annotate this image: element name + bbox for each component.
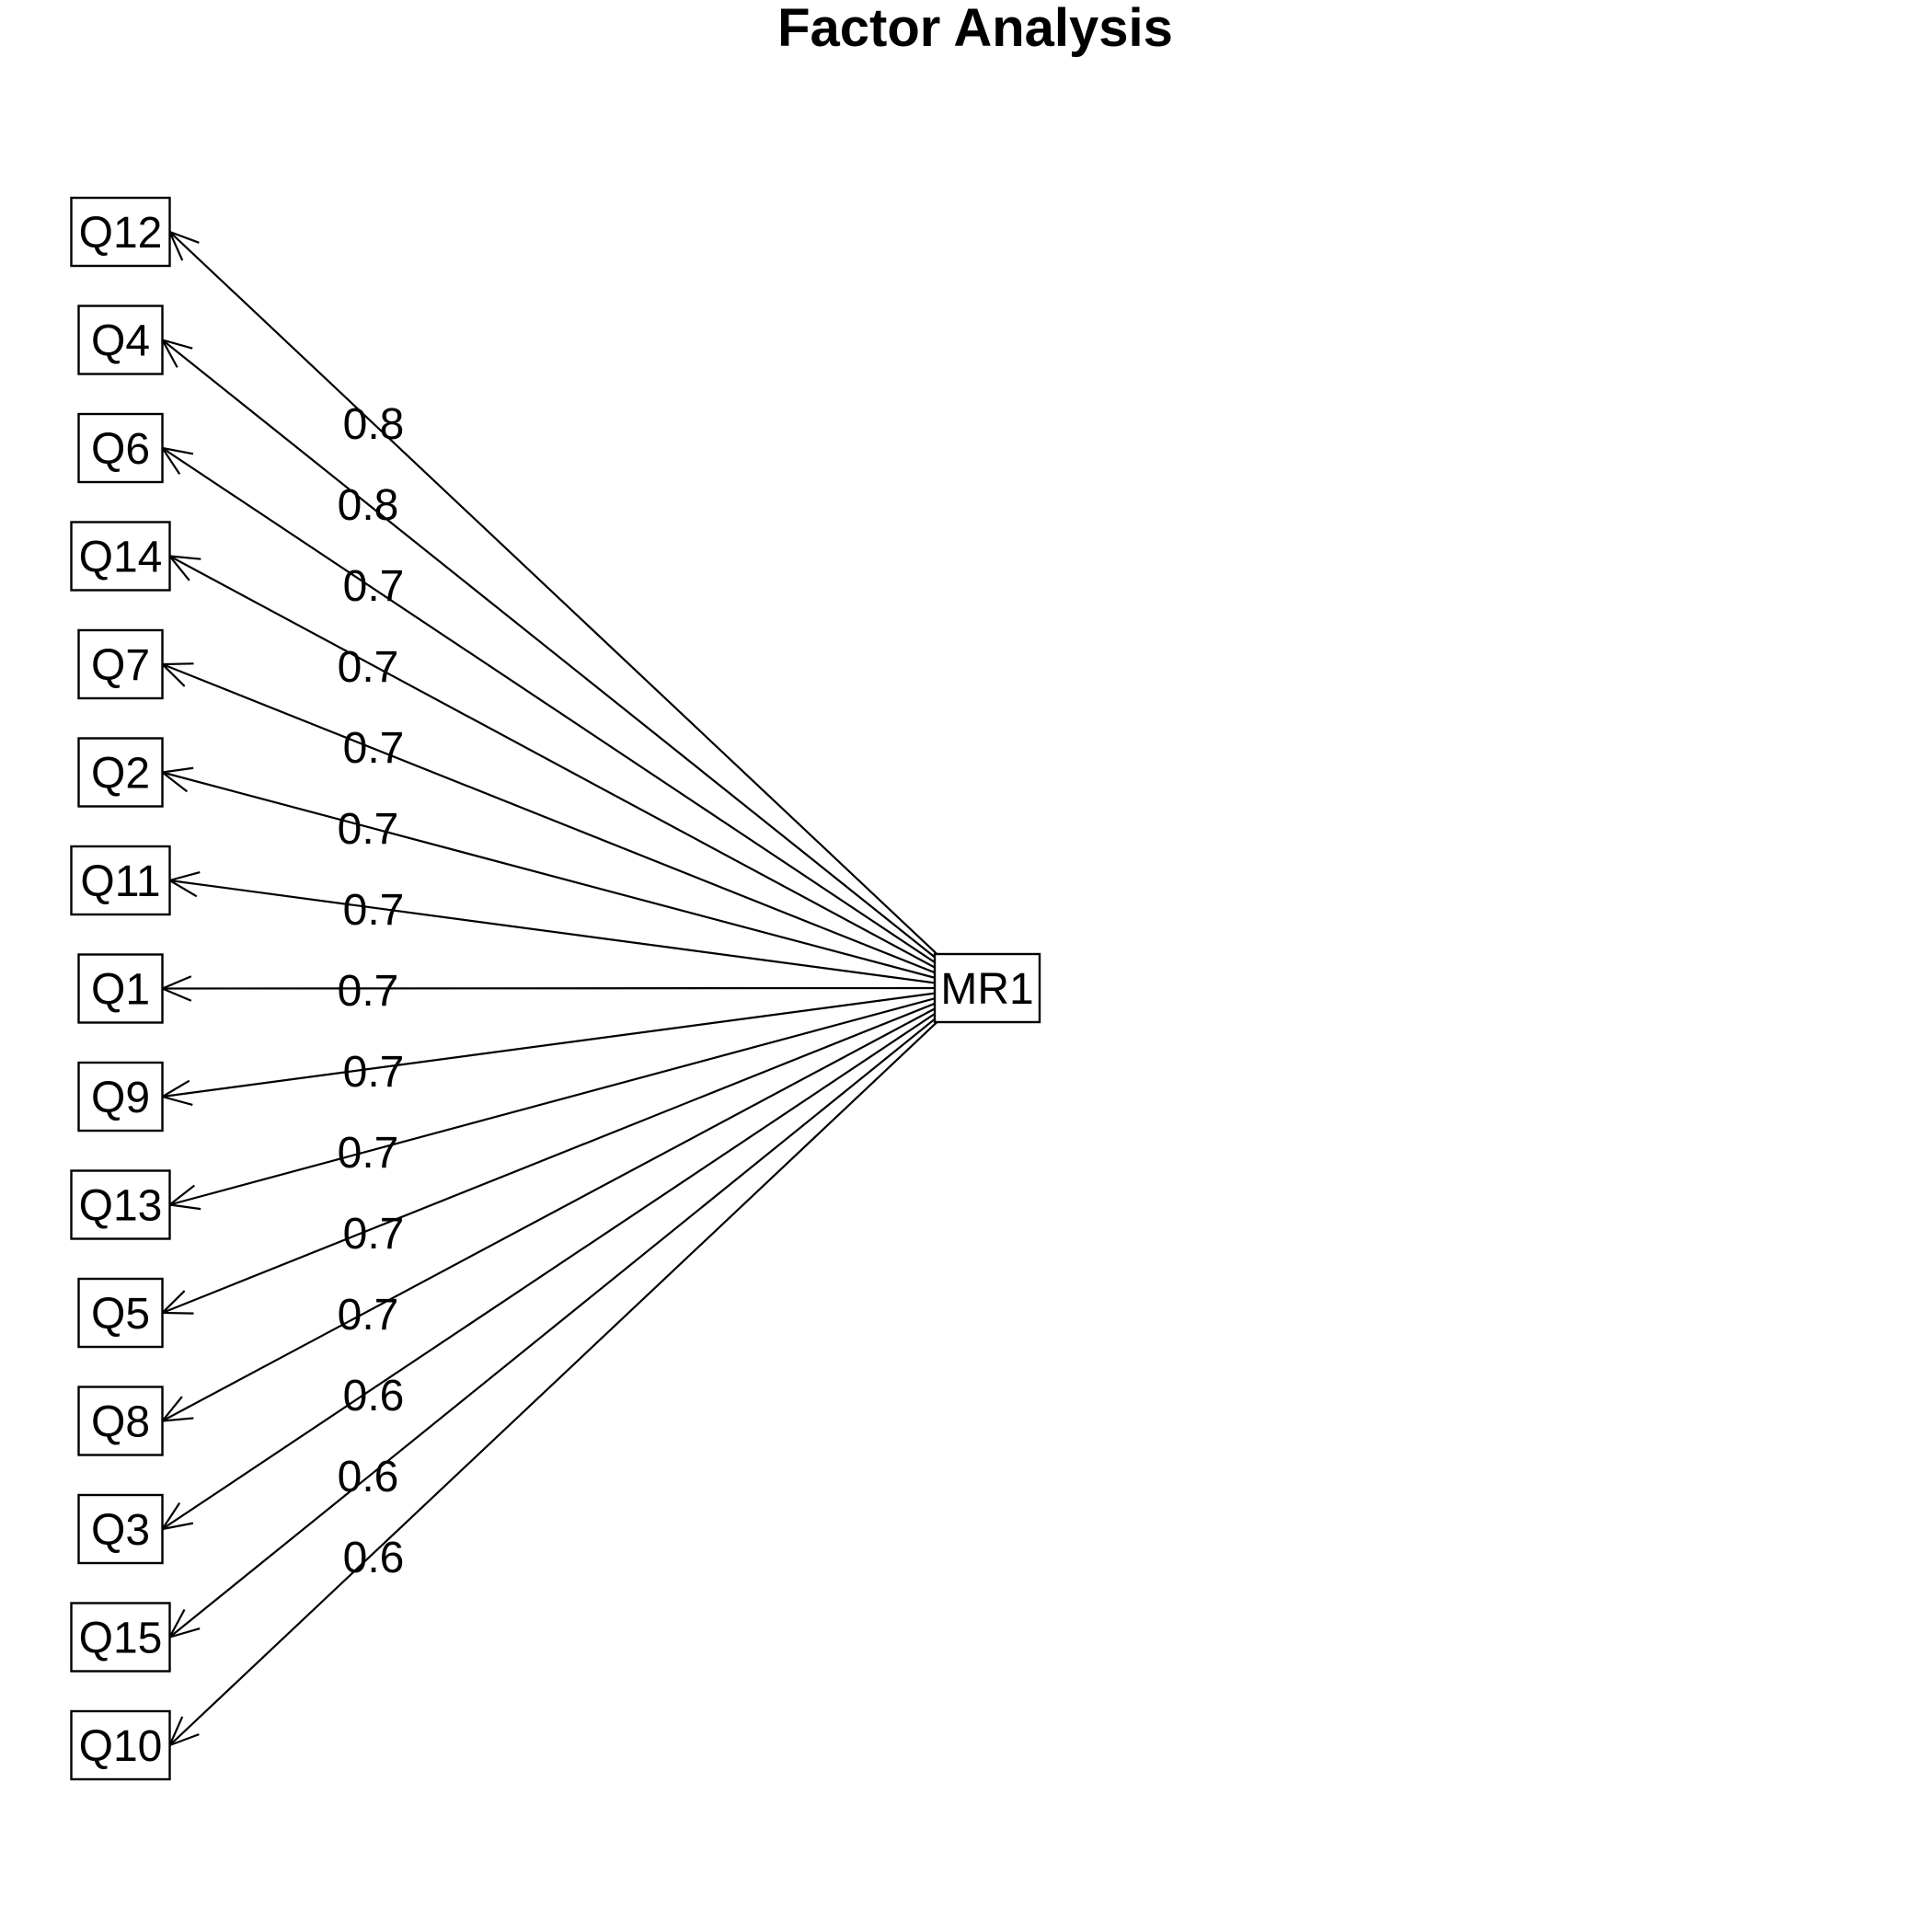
item-box — [77, 412, 164, 484]
item-label: Q14 — [79, 534, 163, 582]
item-box — [77, 737, 164, 808]
item-node-q14: Q14 — [70, 521, 171, 592]
factor-node-group: MR1 — [933, 952, 1041, 1024]
item-label: Q7 — [91, 641, 150, 690]
item-node-q9: Q9 — [77, 1061, 164, 1133]
item-node-q7: Q7 — [77, 628, 164, 700]
item-box — [77, 628, 164, 700]
item-label: Q3 — [91, 1506, 150, 1555]
item-nodes: Q12 Q4 Q6 Q14 Q7 Q2 Q11 Q1 Q9 Q13 Q5 Q8 Q3 Q15 Q10 — [70, 196, 171, 1781]
item-node-q1: Q1 — [77, 953, 164, 1024]
loading-arrow-q6 — [161, 447, 947, 971]
item-box — [70, 196, 171, 268]
item-box — [77, 305, 164, 375]
loading-arrow-q9 — [162, 990, 947, 1098]
loading-value-q15: 0.6 — [338, 1453, 399, 1501]
item-label: Q5 — [91, 1290, 150, 1339]
loading-arrow-q7 — [162, 662, 947, 979]
item-label: Q4 — [91, 317, 150, 366]
item-box — [70, 845, 171, 916]
loading-value-q12: 0.8 — [343, 400, 405, 449]
loading-arrow-q2 — [162, 771, 947, 983]
item-label: Q8 — [91, 1398, 150, 1447]
item-label: Q9 — [91, 1074, 150, 1122]
loading-arrow-q5 — [162, 997, 947, 1315]
item-box — [70, 1709, 171, 1781]
item-box — [70, 521, 171, 592]
loading-value-q11: 0.7 — [343, 886, 405, 935]
loading-arrow-q13 — [169, 994, 947, 1206]
factor-label: MR1 — [940, 965, 1033, 1014]
item-box — [70, 1602, 171, 1673]
item-box — [77, 1277, 164, 1349]
loading-value-q2: 0.7 — [338, 805, 399, 854]
loading-arrow-q14 — [168, 555, 947, 974]
item-node-q5: Q5 — [77, 1277, 164, 1349]
item-node-q6: Q6 — [77, 412, 164, 484]
loading-arrow-q11 — [169, 879, 947, 986]
loading-arrow-q15 — [168, 1009, 947, 1639]
item-label: Q1 — [91, 966, 150, 1015]
item-node-q2: Q2 — [77, 737, 164, 808]
loading-arrow-q1 — [162, 986, 947, 990]
item-box — [77, 953, 164, 1024]
item-node-q15: Q15 — [70, 1602, 171, 1673]
item-label: Q6 — [91, 425, 150, 474]
loading-arrow-q12 — [168, 231, 947, 963]
item-node-q10: Q10 — [70, 1709, 171, 1781]
item-node-q4: Q4 — [77, 305, 164, 375]
loading-value-q7: 0.7 — [343, 724, 405, 773]
loading-value-q1: 0.7 — [338, 967, 399, 1016]
item-label: Q10 — [79, 1722, 163, 1771]
item-node-q8: Q8 — [77, 1386, 164, 1456]
item-node-q11: Q11 — [70, 845, 171, 916]
loading-value-q9: 0.7 — [343, 1048, 405, 1097]
item-box — [77, 1493, 164, 1565]
item-box — [77, 1061, 164, 1133]
item-node-q12: Q12 — [70, 196, 171, 268]
item-node-q3: Q3 — [77, 1493, 164, 1565]
loading-value-q5: 0.7 — [343, 1210, 405, 1259]
loading-value-q4: 0.8 — [338, 481, 399, 530]
loading-value-q14: 0.7 — [338, 643, 399, 692]
loading-arrow-q10 — [168, 1013, 947, 1746]
diagram-title: Factor Analysis — [777, 0, 1173, 58]
item-box — [70, 1169, 171, 1240]
item-label: Q12 — [79, 209, 163, 258]
loading-value-q8: 0.7 — [338, 1291, 399, 1340]
factor-box — [933, 952, 1041, 1024]
loading-edges: 0.8 0.8 0.7 0.7 0.7 0.7 0.7 0.7 0.7 0.7 0.7 0.7 0.6 0… — [159, 230, 947, 1747]
loading-value-q10: 0.6 — [343, 1534, 405, 1582]
loading-arrow-q4 — [161, 339, 947, 967]
item-node-q13: Q13 — [70, 1169, 171, 1240]
item-box — [77, 1386, 164, 1456]
loading-arrow-q3 — [161, 1006, 947, 1530]
arrowhead-icon — [160, 1396, 194, 1422]
item-label: Q11 — [80, 857, 160, 906]
loading-value-q3: 0.6 — [343, 1372, 405, 1420]
loading-value-q6: 0.7 — [343, 562, 405, 611]
loading-value-q13: 0.7 — [338, 1129, 399, 1178]
item-label: Q13 — [79, 1182, 163, 1231]
item-label: Q2 — [91, 750, 150, 799]
item-label: Q15 — [79, 1615, 163, 1663]
loading-arrow-q8 — [161, 1002, 947, 1422]
